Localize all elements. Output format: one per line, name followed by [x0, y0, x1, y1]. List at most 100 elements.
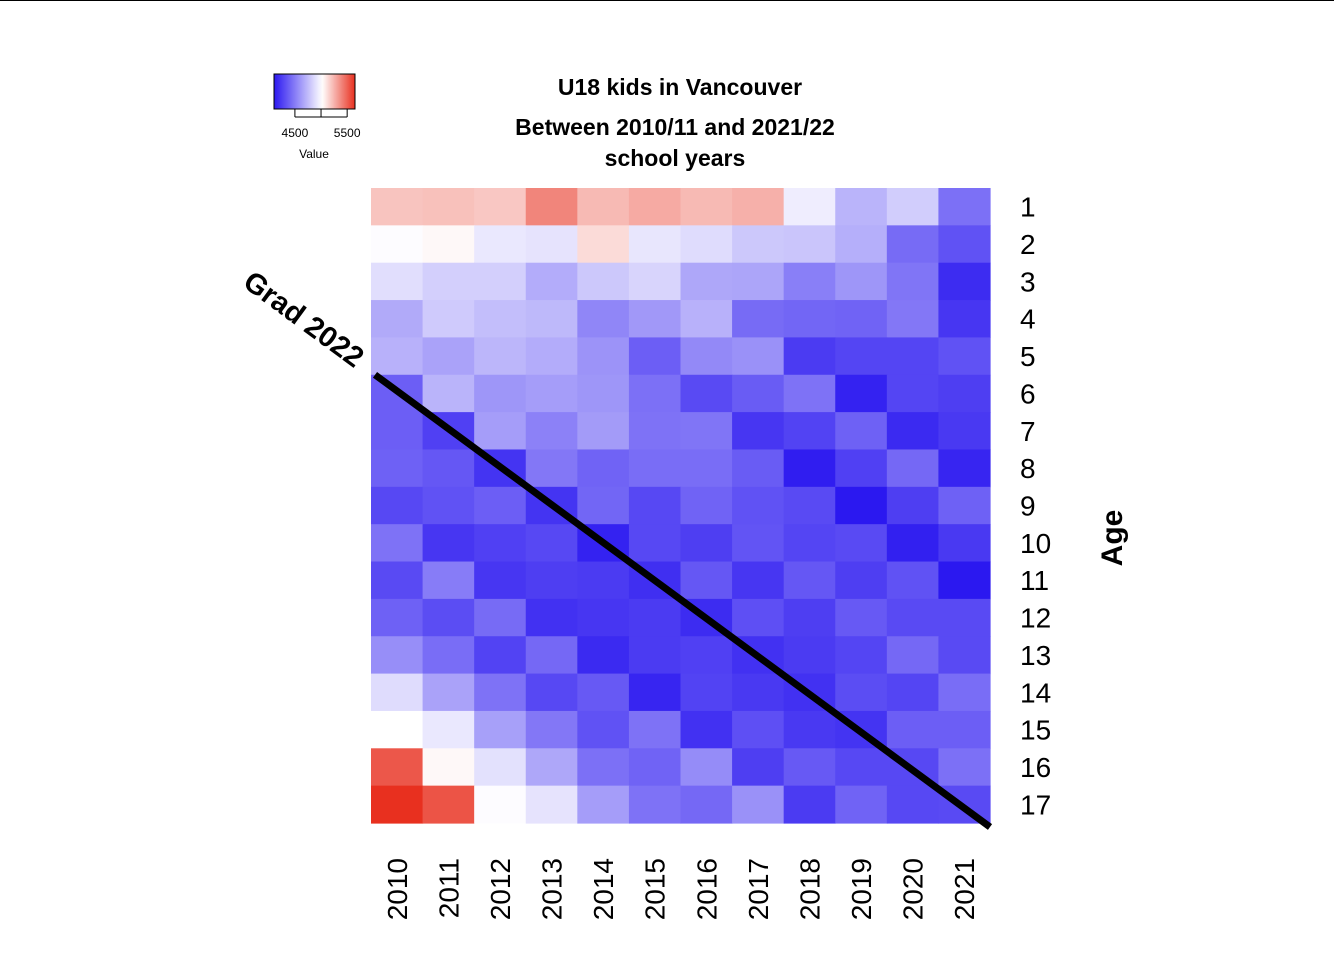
- heatmap-cell-2019-age-3: [835, 262, 888, 301]
- heatmap-cell-2012-age-10: [474, 524, 527, 563]
- grad-cohort-line: [372, 371, 993, 830]
- heatmap-cell-2019-age-6: [835, 374, 888, 413]
- x-tick-label: 2018: [794, 858, 825, 920]
- heatmap-cell-2013-age-10: [525, 524, 578, 563]
- heatmap-cell-2020-age-15: [886, 710, 940, 749]
- color-key-tick-label: 5500: [334, 126, 361, 140]
- heatmap-cell-2016-age-11: [680, 561, 733, 600]
- heatmap-cell-2013-age-11: [525, 561, 578, 600]
- heatmap-cell-2012-age-1: [474, 188, 527, 226]
- heatmap-cell-2015-age-7: [628, 412, 682, 451]
- heatmap-cell-2017-age-1: [732, 188, 785, 226]
- heatmap-cell-2020-age-7: [886, 412, 940, 451]
- heatmap-cell-2020-age-2: [886, 225, 940, 264]
- heatmap-cell-2015-age-2: [628, 225, 682, 264]
- heatmap-cell-2010-age-4: [371, 300, 424, 339]
- y-tick-label: 12: [1020, 603, 1051, 634]
- heatmap-cell-2018-age-1: [783, 188, 836, 226]
- heatmap-cell-2015-age-3: [628, 262, 682, 301]
- heatmap-cell-2011-age-13: [422, 636, 475, 675]
- heatmap-cell-2011-age-2: [422, 225, 475, 264]
- heatmap-cell-2021-age-9: [938, 486, 991, 525]
- heatmap-cell-2019-age-8: [835, 449, 888, 488]
- heatmap-cell-2011-age-9: [422, 486, 475, 525]
- heatmap-cell-2011-age-4: [422, 300, 475, 339]
- color-key-bar: [273, 73, 356, 110]
- heatmap-cell-2018-age-7: [783, 412, 836, 451]
- heatmap-cell-2014-age-11: [577, 561, 630, 600]
- heatmap-cell-2012-age-5: [474, 337, 527, 376]
- heatmap-cell-2016-age-10: [680, 524, 733, 563]
- heatmap-cell-2021-age-3: [938, 262, 991, 301]
- heatmap-cell-2013-age-6: [525, 374, 578, 413]
- heatmap-cell-2016-age-13: [680, 636, 733, 675]
- heatmap-cell-2013-age-3: [525, 262, 578, 301]
- heatmap-cell-2012-age-16: [474, 748, 527, 787]
- heatmap-cell-2021-age-7: [938, 412, 991, 451]
- heatmap-cell-2011-age-11: [422, 561, 475, 600]
- heatmap-cell-2012-age-11: [474, 561, 527, 600]
- heatmap-cell-2021-age-12: [938, 598, 991, 637]
- heatmap-cell-2010-age-2: [371, 225, 424, 264]
- heatmap-cell-2010-age-13: [371, 636, 424, 675]
- heatmap-cell-2013-age-1: [525, 188, 578, 226]
- heatmap-cell-2018-age-12: [783, 598, 836, 637]
- heatmap-cell-2016-age-2: [680, 225, 733, 264]
- x-tick-label: 2016: [691, 858, 722, 920]
- heatmap-cell-2018-age-5: [783, 337, 836, 376]
- heatmap-cell-2020-age-9: [886, 486, 940, 525]
- x-tick-label: 2012: [485, 858, 516, 920]
- heatmap-cell-2021-age-4: [938, 300, 991, 339]
- heatmap-cell-2015-age-12: [628, 598, 682, 637]
- heatmap-cell-2017-age-15: [732, 710, 785, 749]
- heatmap-cell-2015-age-5: [628, 337, 682, 376]
- heatmap-cell-2010-age-17: [371, 785, 424, 824]
- heatmap-cell-2012-age-2: [474, 225, 527, 264]
- heatmap-cell-2010-age-15: [371, 710, 424, 749]
- heatmap-cell-2019-age-9: [835, 486, 888, 525]
- heatmap-cell-2010-age-8: [371, 449, 424, 488]
- x-tick-label: 2015: [640, 858, 671, 920]
- heatmap-cell-2012-age-12: [474, 598, 527, 637]
- x-tick-label: 2013: [537, 858, 568, 920]
- heatmap-cell-2020-age-10: [886, 524, 940, 563]
- heatmap-cell-2011-age-3: [422, 262, 475, 301]
- heatmap-cell-2021-age-8: [938, 449, 991, 488]
- heatmap-cell-2012-age-3: [474, 262, 527, 301]
- heatmap-cell-2014-age-14: [577, 673, 630, 712]
- chart-title: U18 kids in Vancouver: [558, 74, 802, 100]
- heatmap-cell-2020-age-1: [886, 188, 940, 226]
- heatmap-cell-2019-age-10: [835, 524, 888, 563]
- heatmap-cell-2014-age-6: [577, 374, 630, 413]
- heatmap-cell-2017-age-6: [732, 374, 785, 413]
- heatmap-cell-2011-age-12: [422, 598, 475, 637]
- y-tick-label: 17: [1020, 789, 1051, 820]
- heatmap-cells: [371, 188, 991, 824]
- x-tick-label: 2011: [433, 858, 464, 918]
- heatmap-cell-2019-age-2: [835, 225, 888, 264]
- heatmap-cell-2021-age-11: [938, 561, 991, 600]
- heatmap-cell-2020-age-8: [886, 449, 940, 488]
- heatmap-cell-2016-age-4: [680, 300, 733, 339]
- heatmap-cell-2016-age-3: [680, 262, 733, 301]
- heatmap-cell-2017-age-4: [732, 300, 785, 339]
- y-tick-label: 16: [1020, 752, 1051, 783]
- heatmap-cell-2020-age-4: [886, 300, 940, 339]
- heatmap-cell-2010-age-5: [371, 337, 424, 376]
- heatmap-cell-2020-age-13: [886, 636, 940, 675]
- top-border: [0, 0, 1334, 1]
- y-tick-label: 13: [1020, 640, 1051, 671]
- heatmap-cell-2021-age-5: [938, 337, 991, 376]
- heatmap-cell-2014-age-15: [577, 710, 630, 749]
- heatmap-cell-2011-age-5: [422, 337, 475, 376]
- heatmap-cell-2019-age-7: [835, 412, 888, 451]
- heatmap-cell-2013-age-2: [525, 225, 578, 264]
- heatmap-cell-2015-age-9: [628, 486, 682, 525]
- heatmap-cell-2014-age-13: [577, 636, 630, 675]
- heatmap-cell-2021-age-10: [938, 524, 991, 563]
- heatmap-cell-2019-age-14: [835, 673, 888, 712]
- heatmap-cell-2018-age-15: [783, 710, 836, 749]
- heatmap-cell-2010-age-3: [371, 262, 424, 301]
- heatmap-cell-2010-age-10: [371, 524, 424, 563]
- heatmap-cell-2015-age-15: [628, 710, 682, 749]
